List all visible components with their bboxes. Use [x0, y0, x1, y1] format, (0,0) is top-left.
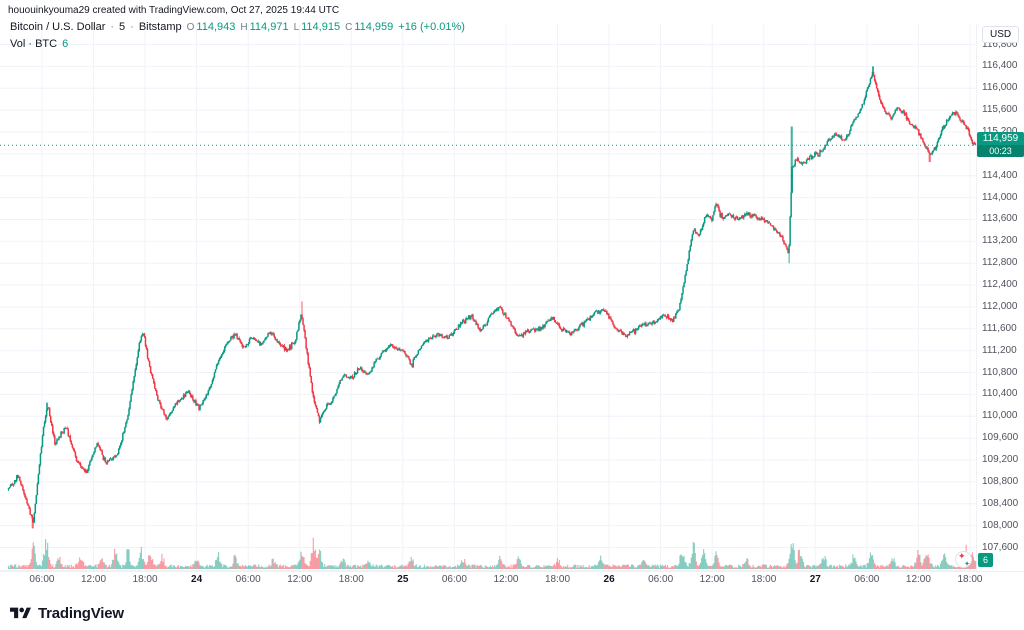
price-axis-label: 115,200 [982, 126, 1017, 137]
time-axis-label: 25 [397, 574, 409, 585]
last-price-value: 114,959 [982, 133, 1019, 145]
price-axis-label: 110,000 [982, 410, 1018, 422]
symbol-title[interactable]: Bitcoin / U.S. Dollar [10, 21, 106, 33]
currency-button[interactable]: USD [982, 26, 1020, 43]
sparkle-star-red-icon: ✦ [958, 551, 966, 561]
price-axis-label: 114,400 [982, 169, 1018, 181]
ohlc-high-label: H [240, 22, 248, 33]
price-axis-label: 108,400 [982, 497, 1019, 509]
time-axis-label: 06:00 [854, 574, 880, 585]
ohlc-low-value: 114,915 [301, 21, 341, 33]
time-axis-label: 18:00 [751, 574, 777, 585]
chart-legend: Bitcoin / U.S. Dollar · 5 · Bitstamp O 11… [10, 21, 465, 33]
legend-separator: · [130, 21, 134, 33]
attribution-text: hououinkyouma29 created with TradingView… [8, 5, 340, 16]
price-axis-label: 113,200 [982, 235, 1018, 247]
last-price-badge: 114,959 00:23 [977, 132, 1024, 158]
ohlc-high: H 114,971 [240, 21, 288, 33]
price-axis-label: 108,800 [982, 475, 1019, 487]
time-axis-label: 18:00 [545, 574, 571, 585]
legend-separator: · [110, 21, 115, 33]
time-axis-label: 26 [603, 574, 615, 585]
price-axis-label: 107,600 [982, 541, 1019, 553]
price-axis-label: 113,600 [982, 213, 1018, 225]
price-axis-label: 116,000 [982, 82, 1018, 94]
time-axis-label: 12:00 [80, 574, 107, 585]
price-change: +16 (+0.01%) [398, 21, 465, 33]
volume-label: Vol · BTC [10, 38, 58, 50]
price-axis-label: 116,400 [982, 60, 1018, 72]
time-axis-label: 12:00 [905, 574, 931, 585]
ohlc-open-value: 114,943 [196, 21, 236, 33]
volume-legend: Vol · BTC 6 [10, 38, 68, 50]
price-axis-label: 108,000 [982, 519, 1019, 531]
time-axis-label: 27 [809, 574, 821, 585]
price-axis-label: 112,800 [982, 257, 1018, 269]
volume-value: 6 [62, 38, 69, 50]
pattern-sparkle-icon[interactable]: ✦ ✦ [955, 551, 972, 568]
time-axis-label: 06:00 [29, 574, 55, 585]
sparkle-star-teal-icon: ✦ [964, 561, 970, 568]
price-axis-label: 109,600 [982, 432, 1019, 444]
ohlc-close: C 114,959 [345, 21, 393, 33]
price-axis-label: 111,200 [982, 344, 1017, 356]
price-axis[interactable]: 116,800116,400116,000115,600115,200114,8… [977, 0, 1024, 571]
ohlc-open-label: O [186, 22, 195, 33]
ohlc-high-value: 114,971 [249, 21, 289, 33]
time-axis-label: 06:00 [648, 574, 674, 585]
ohlc-close-label: C [345, 22, 353, 33]
time-axis-label: 18:00 [957, 574, 983, 585]
exchange-label[interactable]: Bitstamp [138, 21, 182, 33]
price-axis-label: 111,600 [982, 322, 1017, 334]
price-axis-label: 110,400 [982, 388, 1018, 400]
time-axis-label: 12:00 [699, 574, 725, 585]
time-axis-label: 12:00 [493, 574, 519, 585]
ohlc-open: O 114,943 [187, 21, 236, 33]
tradingview-logo-icon [10, 607, 31, 619]
price-axis-label: 110,800 [982, 366, 1018, 378]
time-axis[interactable]: 06:00 12:00 18:00 24 06:00 12:00 18:00 25 06:00 1… [0, 574, 1024, 590]
ohlc-close-value: 114,959 [354, 21, 394, 33]
price-axis-label: 114,000 [982, 191, 1018, 203]
bar-countdown: 00:23 [977, 145, 1024, 158]
interval-label[interactable]: 5 [119, 21, 126, 33]
time-axis-label: 24 [191, 574, 203, 585]
time-axis-label: 18:00 [132, 574, 158, 585]
tradingview-wordmark: TradingView [38, 605, 124, 622]
ohlc-low-label: L [293, 22, 300, 33]
price-axis-label: 116,800 [982, 38, 1018, 50]
volume-axis-badge: 6 [978, 553, 994, 567]
price-axis-label: 115,600 [982, 104, 1018, 116]
price-axis-label: 109,200 [982, 454, 1019, 466]
price-axis-label: 112,400 [982, 279, 1018, 291]
time-axis-label: 18:00 [338, 574, 364, 585]
time-axis-label: 06:00 [441, 574, 467, 585]
price-axis-label: 112,000 [982, 300, 1018, 312]
time-axis-label: 06:00 [235, 574, 261, 585]
ohlc-low: L 114,915 [294, 21, 341, 33]
tradingview-footer[interactable]: TradingView [10, 605, 124, 622]
time-axis-label: 12:00 [287, 574, 313, 585]
